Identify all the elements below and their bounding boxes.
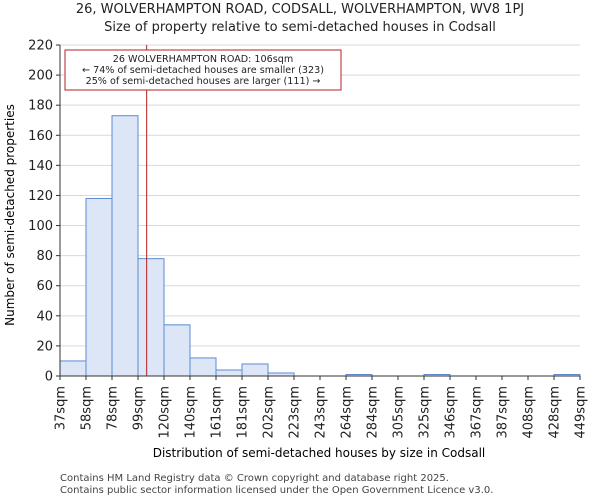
x-tick-label-37sqm: 37sqm xyxy=(54,386,69,430)
y-tick-label-120: 120 xyxy=(28,189,53,204)
bar-78sqm xyxy=(111,115,139,377)
y-tick-label-160: 160 xyxy=(28,129,53,144)
bar-181sqm xyxy=(241,363,269,377)
bar-58sqm xyxy=(85,197,113,377)
x-tick-label-223sqm: 223sqm xyxy=(288,386,303,439)
y-tick-label-180: 180 xyxy=(28,99,53,114)
y-tick-label-220: 220 xyxy=(28,39,53,54)
x-tick-label-99sqm: 99sqm xyxy=(132,386,147,430)
x-tick-label-202sqm: 202sqm xyxy=(262,386,277,439)
histogram-chart: 0 20 40 60 80 100 120 140 160 180 200 220 37sqm 58sq… xyxy=(3,39,589,461)
bar-99sqm xyxy=(137,258,165,377)
y-tick-label-20: 20 xyxy=(36,339,53,354)
annotation-line-2: ← 74% of semi-detached houses are smalle… xyxy=(82,65,324,76)
x-tick-labels: 37sqm 58sqm 78sqm 99sqm 120sqm 140sqm 161sqm 18… xyxy=(54,376,589,439)
y-tick-label-140: 140 xyxy=(28,159,53,174)
x-tick-label-243sqm: 243sqm xyxy=(314,386,329,439)
property-marker: 26 WOLVERHAMPTON ROAD: 106sqm← 74% of se… xyxy=(64,45,342,376)
y-tick-label-100: 100 xyxy=(28,219,53,234)
y-tick-label-80: 80 xyxy=(36,249,53,264)
chart-subtitle: Size of property relative to semi-detach… xyxy=(104,20,496,35)
x-axis-label: Distribution of semi-detached houses by … xyxy=(153,446,486,460)
bar-120sqm xyxy=(163,324,191,377)
y-tick-label-60: 60 xyxy=(36,279,53,294)
annotation-box xyxy=(64,49,342,91)
x-tick-label-78sqm: 78sqm xyxy=(106,386,121,430)
x-tick-label-305sqm: 305sqm xyxy=(392,386,407,439)
x-tick-label-264sqm: 264sqm xyxy=(340,386,355,439)
footer-copyright: Contains HM Land Registry data © Crown c… xyxy=(60,473,449,484)
x-tick-label-120sqm: 120sqm xyxy=(158,386,173,439)
x-tick-label-449sqm: 449sqm xyxy=(574,386,589,439)
annotation-line-3: 25% of semi-detached houses are larger (… xyxy=(86,76,321,87)
x-tick-label-428sqm: 428sqm xyxy=(548,386,563,439)
x-tick-label-58sqm: 58sqm xyxy=(80,386,95,430)
x-tick-label-284sqm: 284sqm xyxy=(366,386,381,439)
y-tick-label-40: 40 xyxy=(36,309,53,324)
x-tick-label-325sqm: 325sqm xyxy=(418,386,433,439)
x-tick-label-367sqm: 367sqm xyxy=(470,386,485,439)
x-tick-label-181sqm: 181sqm xyxy=(236,386,251,439)
x-tick-label-408sqm: 408sqm xyxy=(522,386,537,439)
y-tick-label-0: 0 xyxy=(45,370,53,385)
histogram-bars xyxy=(59,115,581,377)
x-tick-label-140sqm: 140sqm xyxy=(184,386,199,439)
x-tick-label-161sqm: 161sqm xyxy=(210,386,225,439)
footer-licence: Contains public sector information licen… xyxy=(60,485,494,496)
x-tick-label-387sqm: 387sqm xyxy=(496,386,511,439)
x-tick-label-346sqm: 346sqm xyxy=(444,386,459,439)
y-tick-labels: 0 20 40 60 80 100 120 140 160 180 200 220 xyxy=(28,39,60,385)
y-axis-label: Number of semi-detached properties xyxy=(3,104,17,326)
bar-37sqm xyxy=(59,360,87,377)
chart-title: 26, WOLVERHAMPTON ROAD, CODSALL, WOLVERH… xyxy=(75,2,525,17)
bar-161sqm xyxy=(215,369,243,377)
y-tick-label-200: 200 xyxy=(28,69,53,84)
annotation-line-1: 26 WOLVERHAMPTON ROAD: 106sqm xyxy=(113,54,293,65)
bar-140sqm xyxy=(189,357,217,377)
